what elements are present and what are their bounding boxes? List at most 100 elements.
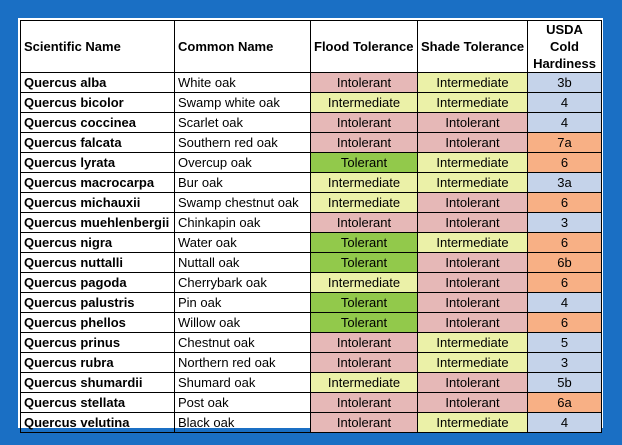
shade-tolerance-cell: Intolerant	[417, 272, 528, 293]
cold-hardiness-cell: 5	[527, 332, 602, 353]
shade-tolerance-cell: Intolerant	[417, 132, 528, 153]
flood-tolerance-cell: Intermediate	[310, 372, 418, 393]
flood-tolerance-cell: Tolerant	[310, 312, 418, 333]
table-row: Quercus michauxii Swamp chestnut oak Inter…	[20, 192, 602, 213]
common-name-cell: Bur oak	[174, 172, 311, 193]
header-row: Scientific Name Common Name Flood Tolera…	[20, 20, 602, 73]
table-row: Quercus falcata Southern red oak Intoleran…	[20, 132, 602, 153]
shade-tolerance-cell: Intermediate	[417, 352, 528, 373]
flood-tolerance-cell: Intolerant	[310, 112, 418, 133]
table-row: Quercus shumardii Shumard oak Intermediate…	[20, 372, 602, 393]
table-row: Quercus lyrata Overcup oak Tolerant Interme…	[20, 152, 602, 173]
flood-tolerance-cell: Tolerant	[310, 232, 418, 253]
shade-tolerance-cell: Intermediate	[417, 172, 528, 193]
table-row: Quercus alba White oak Intolerant Intermedi…	[20, 72, 602, 93]
table-row: Quercus phellos Willow oak Tolerant Intoler…	[20, 312, 602, 333]
flood-tolerance-cell: Tolerant	[310, 252, 418, 273]
scientific-name-cell: Quercus prinus	[20, 332, 175, 353]
common-name-cell: Pin oak	[174, 292, 311, 313]
flood-tolerance-cell: Intermediate	[310, 192, 418, 213]
cold-hardiness-cell: 3a	[527, 172, 602, 193]
common-name-cell: Willow oak	[174, 312, 311, 333]
scientific-name-cell: Quercus macrocarpa	[20, 172, 175, 193]
table-row: Quercus bicolor Swamp white oak Intermedia…	[20, 92, 602, 113]
common-name-cell: Chinkapin oak	[174, 212, 311, 233]
shade-tolerance-cell: Intermediate	[417, 232, 528, 253]
header-scientific-name: Scientific Name	[20, 20, 175, 73]
common-name-cell: Post oak	[174, 392, 311, 413]
header-common-name: Common Name	[174, 20, 311, 73]
flood-tolerance-cell: Intermediate	[310, 172, 418, 193]
cold-hardiness-cell: 6a	[527, 392, 602, 413]
scientific-name-cell: Quercus muehlenbergii	[20, 212, 175, 233]
flood-tolerance-cell: Tolerant	[310, 292, 418, 313]
scientific-name-cell: Quercus michauxii	[20, 192, 175, 213]
flood-tolerance-cell: Intolerant	[310, 132, 418, 153]
scientific-name-cell: Quercus phellos	[20, 312, 175, 333]
flood-tolerance-cell: Intermediate	[310, 272, 418, 293]
flood-tolerance-cell: Tolerant	[310, 152, 418, 173]
flood-tolerance-cell: Intolerant	[310, 392, 418, 413]
scientific-name-cell: Quercus palustris	[20, 292, 175, 313]
table-row: Quercus muehlenbergii Chinkapin oak Intole…	[20, 212, 602, 233]
cold-hardiness-cell: 4	[527, 412, 602, 433]
flood-tolerance-cell: Intolerant	[310, 212, 418, 233]
scientific-name-cell: Quercus rubra	[20, 352, 175, 373]
flood-tolerance-cell: Intolerant	[310, 332, 418, 353]
cold-hardiness-cell: 4	[527, 112, 602, 133]
scientific-name-cell: Quercus nigra	[20, 232, 175, 253]
scientific-name-cell: Quercus coccinea	[20, 112, 175, 133]
header-shade-tolerance: Shade Tolerance	[417, 20, 528, 73]
cold-hardiness-cell: 6	[527, 152, 602, 173]
common-name-cell: Cherrybark oak	[174, 272, 311, 293]
shade-tolerance-cell: Intolerant	[417, 312, 528, 333]
common-name-cell: Scarlet oak	[174, 112, 311, 133]
table-row: Quercus prinus Chestnut oak Intolerant Inte…	[20, 332, 602, 353]
shade-tolerance-cell: Intermediate	[417, 412, 528, 433]
scientific-name-cell: Quercus pagoda	[20, 272, 175, 293]
common-name-cell: Swamp white oak	[174, 92, 311, 113]
scientific-name-cell: Quercus shumardii	[20, 372, 175, 393]
cold-hardiness-cell: 6	[527, 272, 602, 293]
flood-tolerance-cell: Intermediate	[310, 92, 418, 113]
flood-tolerance-cell: Intolerant	[310, 412, 418, 433]
spreadsheet-sheet: Scientific Name Common Name Flood Tolera…	[18, 18, 603, 433]
common-name-cell: Black oak	[174, 412, 311, 433]
common-name-cell: Nuttall oak	[174, 252, 311, 273]
table-row: Quercus stellata Post oak Intolerant Intole…	[20, 392, 602, 413]
table-row: Quercus pagoda Cherrybark oak Intermediate…	[20, 272, 602, 293]
flood-tolerance-cell: Intolerant	[310, 72, 418, 93]
scientific-name-cell: Quercus lyrata	[20, 152, 175, 173]
scientific-name-cell: Quercus falcata	[20, 132, 175, 153]
cold-hardiness-cell: 4	[527, 292, 602, 313]
scientific-name-cell: Quercus alba	[20, 72, 175, 93]
table-row: Quercus nigra Water oak Tolerant Intermedia…	[20, 232, 602, 253]
oak-tolerance-table: Scientific Name Common Name Flood Tolera…	[20, 20, 602, 433]
flood-tolerance-cell: Intolerant	[310, 352, 418, 373]
shade-tolerance-cell: Intermediate	[417, 92, 528, 113]
table-row: Quercus nuttalli Nuttall oak Tolerant Intol…	[20, 252, 602, 273]
shade-tolerance-cell: Intolerant	[417, 392, 528, 413]
shade-tolerance-cell: Intolerant	[417, 212, 528, 233]
common-name-cell: White oak	[174, 72, 311, 93]
common-name-cell: Swamp chestnut oak	[174, 192, 311, 213]
scientific-name-cell: Quercus velutina	[20, 412, 175, 433]
shade-tolerance-cell: Intermediate	[417, 332, 528, 353]
shade-tolerance-cell: Intolerant	[417, 292, 528, 313]
shade-tolerance-cell: Intermediate	[417, 152, 528, 173]
cold-hardiness-cell: 3	[527, 352, 602, 373]
table-row: Quercus palustris Pin oak Tolerant Intolera…	[20, 292, 602, 313]
cold-hardiness-cell: 6	[527, 192, 602, 213]
common-name-cell: Water oak	[174, 232, 311, 253]
header-usda-cold-hardiness: USDA Cold Hardiness	[527, 20, 602, 73]
shade-tolerance-cell: Intolerant	[417, 372, 528, 393]
table-row: Quercus macrocarpa Bur oak Intermediate Int…	[20, 172, 602, 193]
table-row: Quercus coccinea Scarlet oak Intolerant Int…	[20, 112, 602, 133]
common-name-cell: Overcup oak	[174, 152, 311, 173]
cold-hardiness-cell: 6	[527, 312, 602, 333]
shade-tolerance-cell: Intermediate	[417, 72, 528, 93]
table-body: Quercus alba White oak Intolerant Intermedi…	[20, 72, 602, 433]
scientific-name-cell: Quercus stellata	[20, 392, 175, 413]
common-name-cell: Chestnut oak	[174, 332, 311, 353]
scientific-name-cell: Quercus nuttalli	[20, 252, 175, 273]
